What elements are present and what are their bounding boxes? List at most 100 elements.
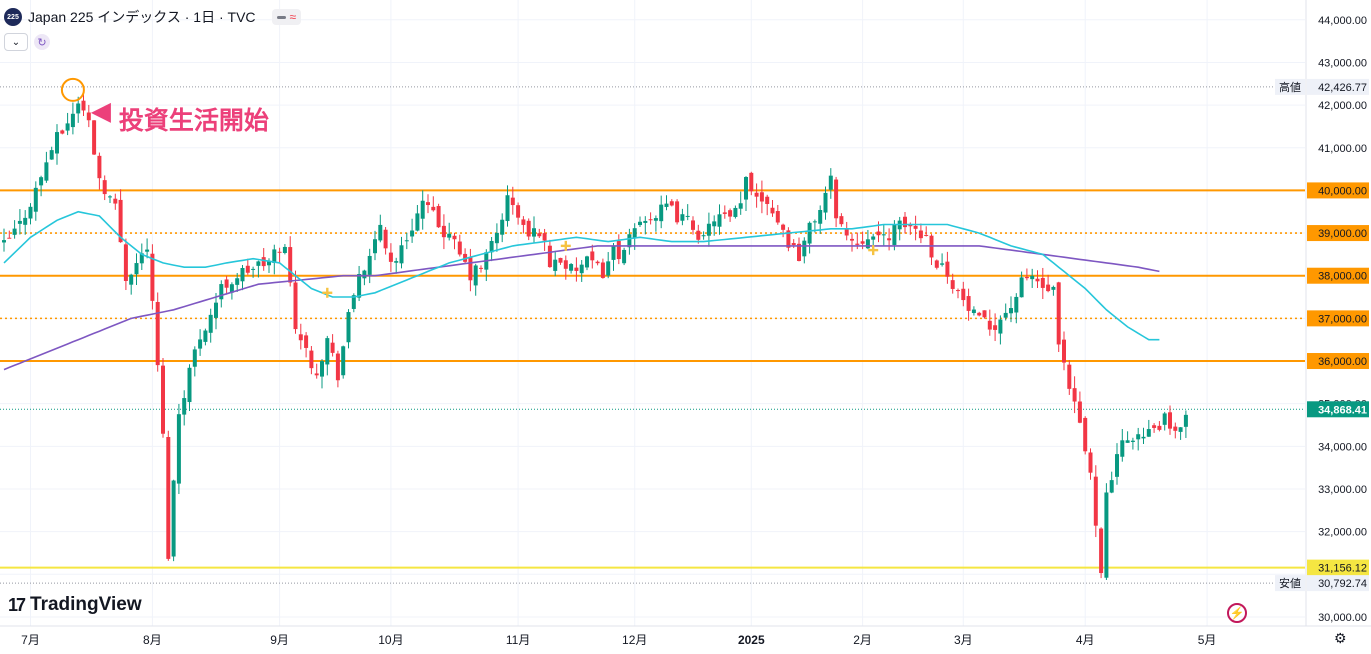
candle <box>203 328 208 346</box>
tradingview-mark-icon: 17 <box>8 594 26 615</box>
candle-body <box>1146 429 1151 437</box>
candle <box>28 203 33 225</box>
candle-body <box>1088 452 1093 473</box>
x-tick-label: 10月 <box>378 633 403 647</box>
candle-body <box>118 199 123 243</box>
candle <box>309 346 314 375</box>
chevron-down-icon[interactable]: ⌄ <box>4 33 28 51</box>
candle <box>685 204 690 221</box>
candle <box>245 258 250 275</box>
candle-body <box>638 221 642 226</box>
candle <box>272 244 277 275</box>
candle-body <box>1046 284 1051 292</box>
candle-body <box>182 398 187 415</box>
candle <box>712 215 717 236</box>
candle <box>606 252 611 279</box>
candle <box>532 216 536 243</box>
candle-body <box>166 436 171 559</box>
candle-body <box>351 295 356 309</box>
candle <box>256 260 261 278</box>
hl-tag-value: 42,426.77 <box>1318 82 1367 94</box>
candle-body <box>966 296 971 311</box>
candle <box>367 248 372 284</box>
candle-body <box>1056 282 1061 345</box>
candle-body <box>675 201 680 223</box>
candle-body <box>436 206 441 228</box>
candle <box>325 335 330 376</box>
x-tick-label: 7月 <box>21 633 40 647</box>
candle-body <box>314 373 319 376</box>
candle-body <box>1157 425 1162 430</box>
candle-body <box>961 288 966 301</box>
candle-body <box>998 319 1003 334</box>
candle <box>441 214 446 250</box>
candle-body <box>648 219 653 221</box>
candle <box>431 196 436 212</box>
candle-body <box>256 261 261 266</box>
candle <box>17 209 22 235</box>
candle-body <box>1019 277 1024 298</box>
y-tick-label: 30,000.00 <box>1318 612 1367 624</box>
candle-body <box>7 237 12 239</box>
symbol-title[interactable]: Japan 225 インデックス · 1日 · TVC <box>28 9 256 25</box>
candle <box>945 251 950 284</box>
candle <box>420 190 425 230</box>
candle <box>696 224 701 244</box>
candle-body <box>558 257 563 263</box>
candle-body <box>505 195 510 222</box>
candle-body <box>70 113 75 128</box>
candle-body <box>224 279 229 288</box>
candle <box>39 175 44 197</box>
candle-body <box>420 200 425 219</box>
sync-icon[interactable]: ↻ <box>34 34 50 50</box>
candle-body <box>728 210 733 217</box>
candle-body <box>1120 440 1125 457</box>
level-tag <box>1307 182 1369 199</box>
candle-body <box>770 207 775 214</box>
candle <box>261 248 266 271</box>
candle <box>1030 268 1035 288</box>
candle-body <box>982 310 987 318</box>
level-tag <box>1307 310 1369 327</box>
gear-icon[interactable]: ⚙ <box>1334 630 1347 646</box>
annotation-circle <box>60 77 85 102</box>
candle <box>341 345 346 379</box>
candle <box>590 244 595 269</box>
bolt-icon[interactable]: ⚡ <box>1227 603 1247 623</box>
candle <box>198 329 203 356</box>
candle-body <box>802 240 807 257</box>
tradingview-logo[interactable]: 17 TradingView <box>8 594 142 616</box>
candle-body <box>81 100 86 111</box>
candle-body <box>102 180 107 195</box>
candle <box>966 288 971 321</box>
candle <box>139 243 144 270</box>
indicator-toggle[interactable]: ≈ <box>271 9 302 25</box>
candle <box>1062 331 1066 371</box>
candle <box>447 222 452 241</box>
candle <box>1009 296 1013 323</box>
candle-body <box>208 314 213 333</box>
candle <box>802 237 807 264</box>
candle <box>1051 285 1056 296</box>
candle-body <box>797 243 801 261</box>
candle <box>987 309 992 336</box>
candle <box>1104 483 1109 580</box>
candle <box>664 195 669 211</box>
candle-body <box>627 234 632 248</box>
candle-body <box>712 221 717 227</box>
candle <box>108 195 112 204</box>
candle-body <box>320 361 324 377</box>
last-price-label: 34,868.41 <box>1318 404 1367 416</box>
candle <box>1141 427 1146 445</box>
candle <box>171 479 176 562</box>
candle-body <box>357 274 362 298</box>
cross-marker <box>560 240 571 251</box>
candle <box>304 332 309 358</box>
candle-body <box>616 240 621 260</box>
candle-body <box>956 290 960 292</box>
candle <box>404 232 409 250</box>
candle-body <box>1009 308 1013 314</box>
candle <box>897 216 902 241</box>
